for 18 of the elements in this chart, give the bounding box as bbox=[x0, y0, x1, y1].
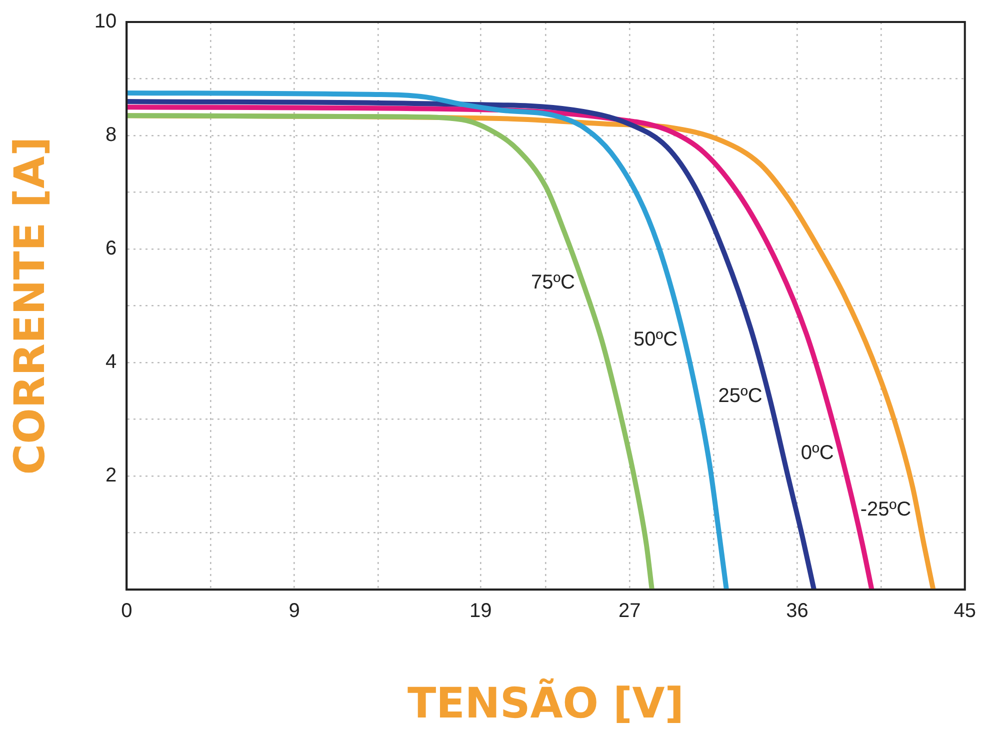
series-label: 50ºC bbox=[634, 328, 678, 350]
x-tick-label: 36 bbox=[786, 600, 808, 622]
series-label: -25ºC bbox=[860, 498, 912, 521]
series-label: 75ºC bbox=[531, 272, 576, 294]
x-tick-label: 27 bbox=[618, 600, 641, 622]
series-label: 0ºC bbox=[800, 442, 834, 464]
x-tick-label: 19 bbox=[469, 600, 492, 622]
x-axis-title: TENSÃO [V] bbox=[408, 678, 684, 728]
x-tick-label: 9 bbox=[288, 600, 300, 622]
y-tick-label: 6 bbox=[106, 238, 117, 260]
x-tick-label: 0 bbox=[121, 600, 132, 622]
y-axis-title: CORRENTE [A] bbox=[5, 136, 54, 475]
series-label: 25ºC bbox=[718, 385, 762, 408]
x-tick-label: 45 bbox=[954, 600, 976, 622]
y-tick-label: 4 bbox=[106, 351, 117, 374]
y-tick-label: 2 bbox=[106, 464, 117, 487]
y-tick-label: 8 bbox=[106, 124, 117, 146]
y-tick-label: 10 bbox=[94, 10, 117, 33]
